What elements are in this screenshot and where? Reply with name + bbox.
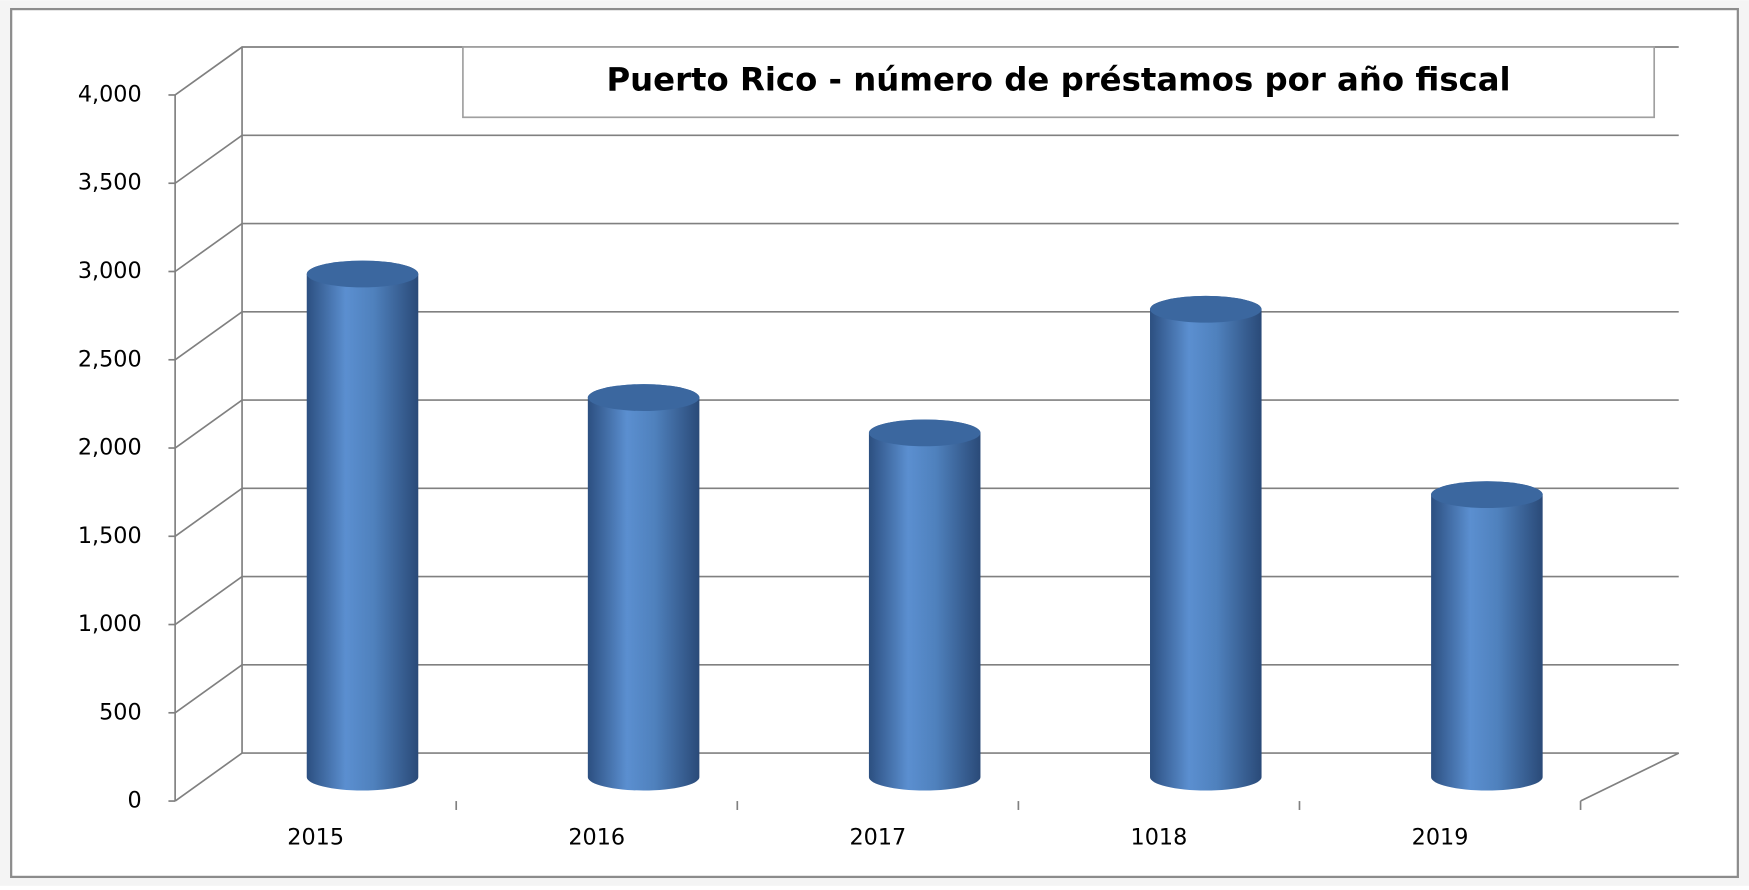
grid-line: [174, 222, 1679, 273]
x-tick-label: 2019: [1412, 824, 1469, 850]
bar-top: [587, 384, 700, 411]
chart-title: Puerto Rico - número de préstamos por añ…: [606, 61, 1510, 99]
bar: [306, 260, 419, 791]
y-tick-label: 4,000: [78, 81, 142, 107]
y-tick-label: 0: [127, 788, 141, 814]
x-tick-label: 1018: [1131, 824, 1188, 850]
y-tick-label: 500: [99, 699, 142, 725]
bar-top: [868, 419, 981, 447]
bar: [587, 384, 700, 791]
x-tick-label: 2016: [568, 824, 625, 850]
bar-top: [1150, 295, 1262, 323]
y-tick-label: 2,000: [78, 435, 142, 461]
x-tick-label: 2015: [287, 824, 344, 850]
grid-line: [174, 134, 1679, 184]
bar: [1431, 481, 1543, 791]
bar-top: [306, 260, 419, 288]
title-box: [462, 46, 1656, 119]
y-tick-label: 1,000: [78, 611, 142, 637]
bar: [868, 419, 981, 791]
plot-area: 0 500 1,000 1,500 2,000 2,500 3,000 3,500 4,000 2…: [78, 46, 1680, 850]
bar-top: [1431, 481, 1543, 509]
x-tick-label: 2017: [849, 824, 906, 850]
bar: [1150, 295, 1262, 791]
y-tick-label: 1,500: [78, 523, 142, 549]
y-tick-label: 3,000: [78, 258, 142, 284]
y-tick-label: 3,500: [78, 170, 142, 196]
y-tick-label: 2,500: [78, 346, 142, 372]
